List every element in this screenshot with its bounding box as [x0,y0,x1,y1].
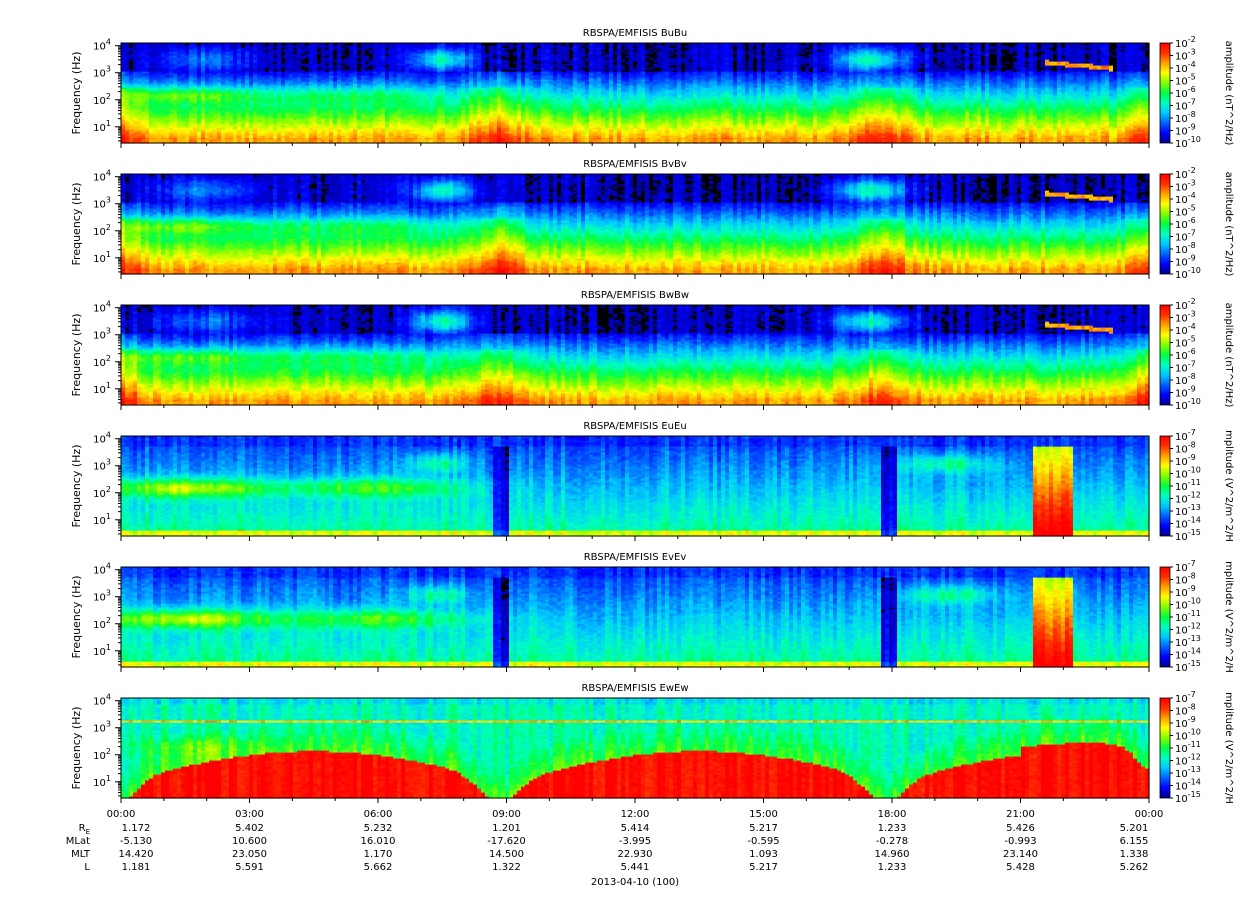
spectrogram-panel-1: RBSPA/EMFISIS BuBuFrequency (Hz) 10110210… [70,28,1234,150]
